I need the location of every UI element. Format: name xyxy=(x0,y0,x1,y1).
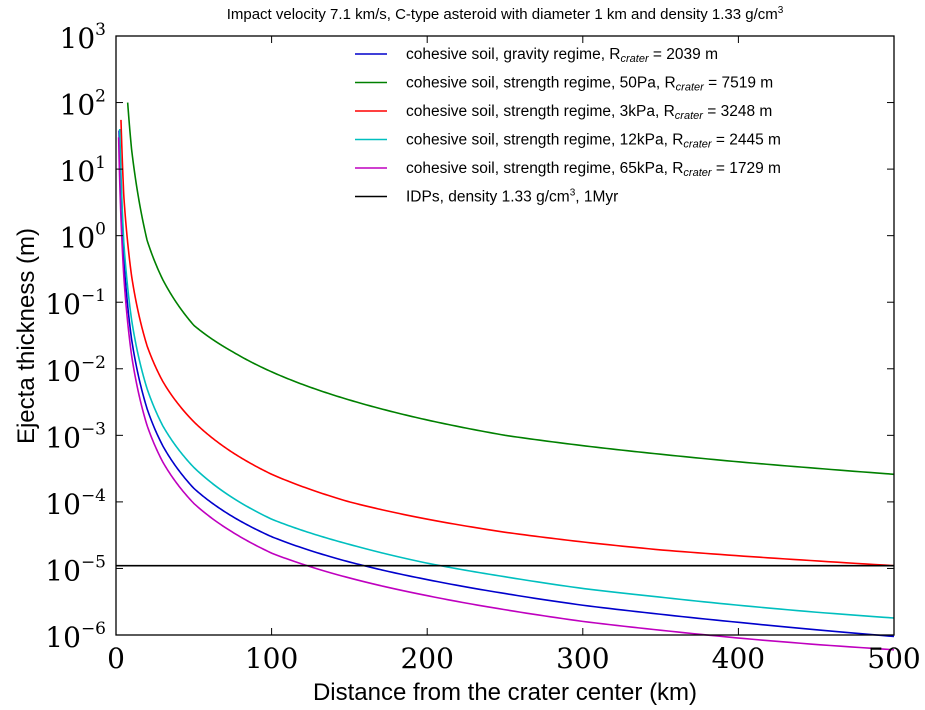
y-tick-label: 100 xyxy=(60,220,106,255)
series-layer xyxy=(116,102,895,651)
series-line-2 xyxy=(120,119,895,567)
ticks-layer: 0 100 200 300 400 500 10−6 10−5 10−4 10−3 10−2 10−1… xyxy=(45,20,920,675)
legend-entry: cohesive soil, strength regime, 65kPa, R… xyxy=(406,160,781,179)
series-line-4 xyxy=(117,137,895,651)
chart-title: Impact velocity 7.1 km/s, C-type asteroi… xyxy=(227,5,784,23)
legend-entry: cohesive soil, gravity regime, Rcrater =… xyxy=(406,46,718,65)
x-tick-label: 0 xyxy=(107,642,125,675)
y-tick-label: 10−4 xyxy=(45,486,106,521)
legend-entry: IDPs, density 1.33 g/cm3, 1Myr xyxy=(406,188,618,206)
y-tick-label: 101 xyxy=(60,153,106,188)
y-tick-label: 10−1 xyxy=(45,286,106,321)
y-tick-label: 103 xyxy=(60,20,106,55)
y-tick-label: 10−2 xyxy=(45,353,106,388)
x-tick-label: 300 xyxy=(556,642,609,675)
y-tick-label: 10−5 xyxy=(45,552,106,587)
x-tick-label: 100 xyxy=(245,642,298,675)
legend-entry: cohesive soil, strength regime, 12kPa, R… xyxy=(406,132,781,151)
x-tick-label: 200 xyxy=(400,642,453,675)
series-line-1 xyxy=(126,102,895,476)
series-line-3 xyxy=(118,129,895,619)
y-axis-label: Ejecta thickness (m) xyxy=(13,228,40,444)
x-tick-label: 500 xyxy=(867,642,920,675)
plot-frame xyxy=(115,35,895,636)
y-tick-label: 10−3 xyxy=(45,419,106,454)
y-tick-label: 10−6 xyxy=(45,619,106,654)
y-tick-label: 102 xyxy=(60,87,106,122)
series-line-0 xyxy=(118,130,895,638)
x-tick-label: 400 xyxy=(712,642,765,675)
legend: cohesive soil, gravity regime, Rcrater =… xyxy=(355,46,781,206)
legend-entry: cohesive soil, strength regime, 3kPa, Rc… xyxy=(406,103,772,122)
legend-entry: cohesive soil, strength regime, 50Pa, Rc… xyxy=(406,75,773,94)
x-axis-label: Distance from the crater center (km) xyxy=(313,679,697,706)
